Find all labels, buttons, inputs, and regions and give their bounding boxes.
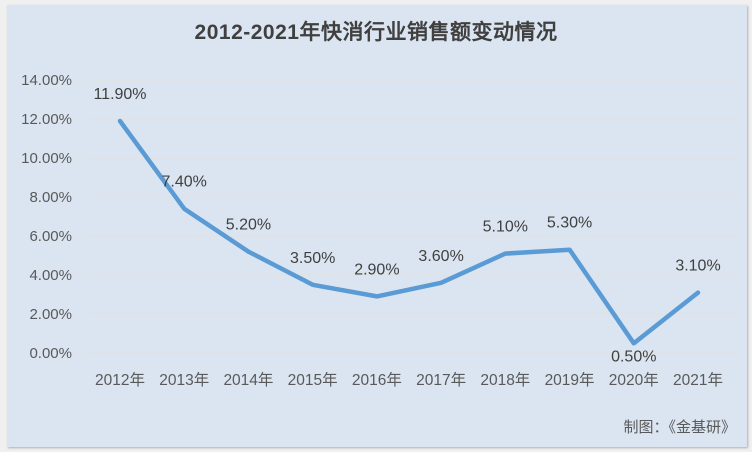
x-axis-tick-label: 2017年 bbox=[416, 371, 466, 389]
x-axis-tick-label: 2019年 bbox=[545, 371, 595, 389]
data-point-label: 3.10% bbox=[675, 258, 720, 275]
data-point-label: 3.50% bbox=[290, 250, 335, 267]
data-point-label: 7.40% bbox=[162, 174, 207, 191]
data-point-label: 2.90% bbox=[354, 261, 399, 278]
sales-change-line bbox=[117, 118, 701, 346]
x-axis-tick-label: 2018年 bbox=[480, 371, 530, 389]
y-axis-tick-label: 0.00% bbox=[29, 345, 72, 362]
data-point-label: 5.10% bbox=[483, 219, 528, 236]
y-axis-tick-label: 6.00% bbox=[29, 228, 72, 245]
x-axis-tick-label: 2020年 bbox=[609, 371, 659, 389]
x-axis-tick-label: 2021年 bbox=[673, 371, 723, 389]
x-axis-tick-label: 2012年 bbox=[95, 371, 145, 389]
data-point-label: 11.90% bbox=[93, 86, 146, 103]
data-point-label: 5.20% bbox=[226, 217, 271, 234]
y-axis-tick-label: 4.00% bbox=[29, 267, 72, 284]
y-axis-tick-label: 8.00% bbox=[29, 189, 72, 206]
y-axis-tick-label: 14.00% bbox=[21, 72, 72, 89]
x-axis-tick-label: 2013年 bbox=[159, 371, 209, 389]
data-point-label: 5.30% bbox=[547, 215, 592, 232]
attribution-text: 制图：《金基研》 bbox=[623, 419, 736, 436]
data-point-label: 0.50% bbox=[611, 348, 656, 365]
y-axis-tick-label: 10.00% bbox=[21, 150, 72, 167]
x-axis-tick-label: 2016年 bbox=[352, 371, 402, 389]
chart-title: 2012-2021年快消行业销售额变动情况 bbox=[194, 21, 558, 44]
data-point-label: 3.60% bbox=[418, 248, 463, 265]
x-axis-tick-label: 2014年 bbox=[223, 371, 273, 389]
y-axis-tick-label: 2.00% bbox=[29, 306, 72, 323]
x-axis-tick-label: 2015年 bbox=[288, 371, 338, 389]
chart-card bbox=[7, 5, 747, 447]
y-axis-tick-label: 12.00% bbox=[21, 111, 72, 128]
